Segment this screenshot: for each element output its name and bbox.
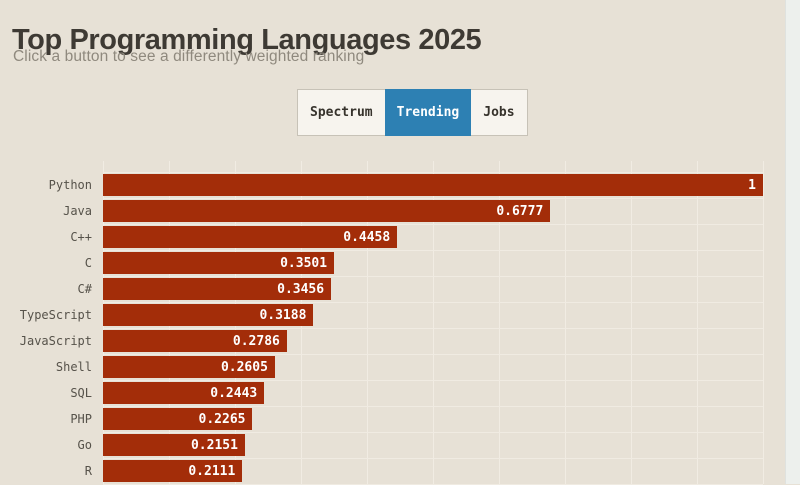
bar-track: 1 <box>103 174 763 196</box>
bar-track: 0.3456 <box>103 278 763 300</box>
gridline-horizontal <box>103 172 763 173</box>
gridline-vertical <box>631 161 632 484</box>
category-label: Python <box>48 178 92 192</box>
chart-row: TypeScript 0.3188 <box>0 302 785 328</box>
bar: 0.3501 <box>103 252 335 274</box>
chart-row: C# 0.3456 <box>0 276 785 302</box>
bar-track: 0.2111 <box>103 460 763 482</box>
page-title: Top Programming Languages 2025 <box>12 24 482 57</box>
chart-row: SQL 0.2443 <box>0 380 785 406</box>
gridline-horizontal <box>103 354 763 355</box>
gridline-vertical <box>367 161 368 484</box>
bar-value-label: 0.4458 <box>343 229 391 245</box>
category-label: Shell <box>55 360 92 374</box>
page-subtitle: Click a button to see a differently weig… <box>13 48 365 65</box>
chart-row: JavaScript 0.2786 <box>0 328 785 354</box>
chart-row: Python 1 <box>0 172 785 198</box>
bar: 0.4458 <box>103 226 398 248</box>
gridline-horizontal <box>103 406 763 407</box>
view-toggle-group: Spectrum Trending Jobs <box>297 89 528 136</box>
chart-row: Shell 0.2605 <box>0 354 785 380</box>
bar: 1 <box>103 174 763 196</box>
bar-value-label: 1 <box>748 177 756 193</box>
chart-row: PHP 0.2265 <box>0 406 785 432</box>
bar-value-label: 0.2786 <box>232 333 280 349</box>
bar-value-label: 0.2443 <box>210 385 258 401</box>
gridline-horizontal <box>103 302 763 303</box>
bar: 0.2265 <box>103 408 253 430</box>
bar: 0.2111 <box>103 460 243 482</box>
bar-track: 0.3501 <box>103 252 763 274</box>
bar-value-label: 0.2151 <box>190 437 238 453</box>
gridline-horizontal <box>103 380 763 381</box>
chart-row: R 0.2111 <box>0 458 785 484</box>
bar-track: 0.2605 <box>103 356 763 378</box>
gridline-horizontal <box>103 328 763 329</box>
category-label: C <box>84 256 92 270</box>
category-label: Java <box>63 204 92 218</box>
view-toggle-button-trending[interactable]: Trending <box>384 89 472 136</box>
chart-row: C 0.3501 <box>0 250 785 276</box>
gridline-horizontal <box>103 198 763 199</box>
bar-track: 0.4458 <box>103 226 763 248</box>
bar: 0.2151 <box>103 434 245 456</box>
category-label: TypeScript <box>19 308 92 322</box>
bar-value-label: 0.3501 <box>280 255 328 271</box>
view-toggle-button-spectrum[interactable]: Spectrum <box>310 105 373 120</box>
bar: 0.3456 <box>103 278 332 300</box>
bar-value-label: 0.2111 <box>188 463 236 479</box>
gridline-vertical <box>499 161 500 484</box>
bar-track: 0.2786 <box>103 330 763 352</box>
category-label: SQL <box>70 386 92 400</box>
gridline-horizontal <box>103 224 763 225</box>
gridline-vertical <box>565 161 566 484</box>
bar-value-label: 0.3188 <box>259 307 307 323</box>
bar-value-label: 0.2605 <box>220 359 268 375</box>
bar-track: 0.2443 <box>103 382 763 404</box>
bar: 0.6777 <box>103 200 551 222</box>
bar-track: 0.6777 <box>103 200 763 222</box>
bar: 0.3188 <box>103 304 314 326</box>
bar: 0.2443 <box>103 382 265 404</box>
gridline-horizontal <box>103 432 763 433</box>
view-toggle-button-jobs[interactable]: Jobs <box>483 105 515 120</box>
bar-track: 0.2265 <box>103 408 763 430</box>
category-label: C# <box>77 282 92 296</box>
bar-value-label: 0.3456 <box>277 281 325 297</box>
bar-track: 0.2151 <box>103 434 763 456</box>
bar-value-label: 0.2265 <box>198 411 246 427</box>
category-label: C++ <box>70 230 92 244</box>
gridline-vertical <box>697 161 698 484</box>
category-label: R <box>84 464 92 478</box>
chart-row: Go 0.2151 <box>0 432 785 458</box>
category-label: PHP <box>70 412 92 426</box>
bar: 0.2786 <box>103 330 287 352</box>
bar-chart: Python 1 Java 0.6777 C++ 0.4458 C 0.3501 C# 0.345… <box>0 172 785 484</box>
bar-value-label: 0.6777 <box>496 203 544 219</box>
scrollbar-track[interactable] <box>785 0 800 484</box>
gridline-horizontal <box>103 250 763 251</box>
chart-row: Java 0.6777 <box>0 198 785 224</box>
gridline-horizontal <box>103 458 763 459</box>
gridline-vertical <box>433 161 434 484</box>
gridline-vertical <box>763 161 764 484</box>
chart-row: C++ 0.4458 <box>0 224 785 250</box>
category-label: Go <box>77 438 92 452</box>
category-label: JavaScript <box>19 334 92 348</box>
gridline-horizontal <box>103 276 763 277</box>
bar: 0.2605 <box>103 356 275 378</box>
bar-track: 0.3188 <box>103 304 763 326</box>
